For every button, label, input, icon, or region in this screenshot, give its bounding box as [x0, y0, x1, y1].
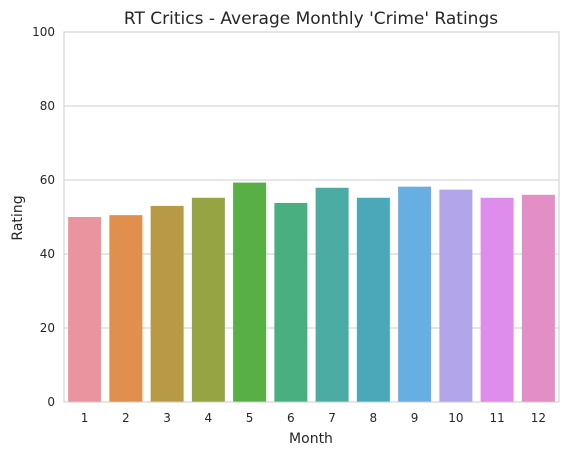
y-tick-label: 60	[40, 173, 55, 187]
x-axis-ticks: 1 2 3 4 5 6 7 8 9 10 11 12	[81, 411, 546, 425]
x-tick-label: 3	[163, 411, 171, 425]
x-tick-label: 6	[287, 411, 295, 425]
bar-month-2	[109, 215, 143, 402]
x-tick-label: 5	[246, 411, 254, 425]
x-axis-label: Month	[289, 431, 333, 447]
bar-month-6	[274, 202, 308, 402]
bar-month-11	[480, 197, 514, 402]
bar-month-9	[398, 186, 432, 402]
y-axis-label: Rating	[10, 195, 26, 240]
y-tick-label: 100	[32, 25, 55, 39]
bar-month-8	[356, 197, 390, 402]
x-tick-label: 8	[370, 411, 378, 425]
plot-area-frame	[63, 31, 560, 403]
bar-month-1	[68, 217, 102, 402]
chart-title: RT Critics - Average Monthly 'Crime' Rat…	[124, 9, 498, 29]
x-tick-label: 12	[531, 411, 546, 425]
y-tick-label: 80	[40, 99, 55, 113]
bar-month-4	[191, 197, 225, 402]
bar-month-12	[521, 194, 555, 402]
bar-month-10	[439, 189, 473, 402]
y-tick-label: 0	[47, 395, 55, 409]
x-tick-label: 7	[328, 411, 336, 425]
y-tick-label: 20	[40, 321, 55, 335]
bar-month-7	[315, 187, 349, 402]
x-tick-label: 10	[448, 411, 463, 425]
x-tick-label: 11	[489, 411, 504, 425]
y-axis-ticks: 0 20 40 60 80 100	[32, 25, 55, 409]
x-tick-label: 9	[411, 411, 419, 425]
y-tick-label: 40	[40, 247, 55, 261]
x-tick-label: 4	[205, 411, 213, 425]
x-tick-label: 1	[81, 411, 89, 425]
x-tick-label: 2	[122, 411, 130, 425]
bars	[68, 182, 555, 402]
bar-month-5	[233, 182, 267, 402]
bar-month-3	[150, 205, 184, 402]
